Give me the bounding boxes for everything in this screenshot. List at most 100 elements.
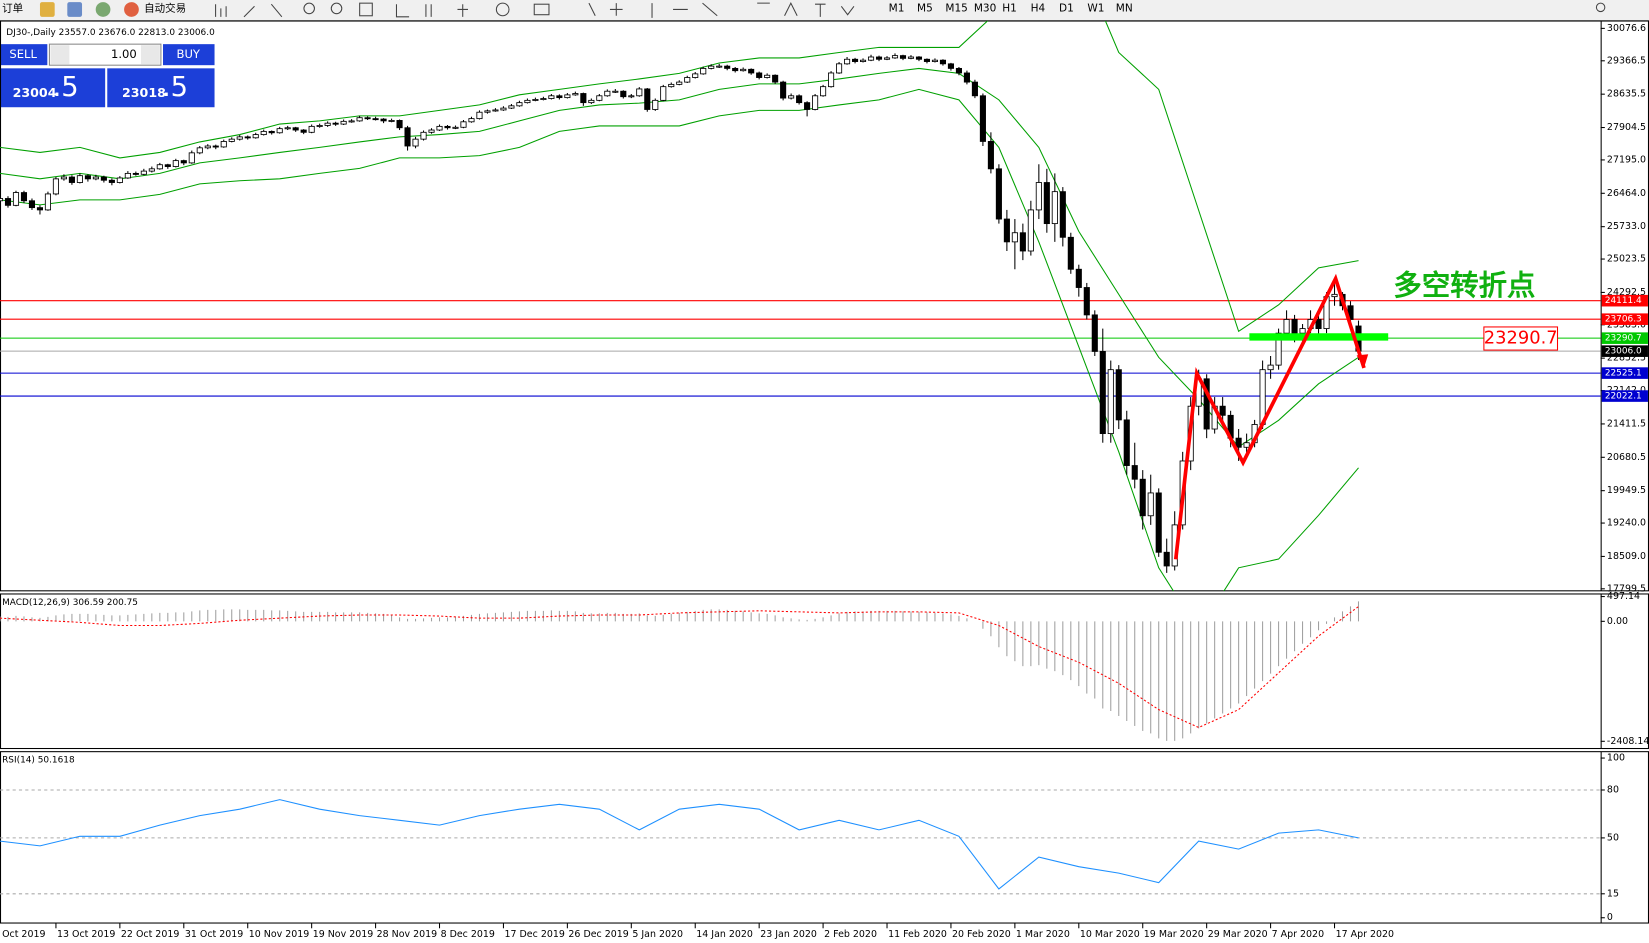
candle-body (1003, 218, 1010, 243)
candle-body (1115, 369, 1122, 421)
candle-body (172, 160, 179, 167)
candle-body (676, 81, 683, 85)
candle-body (1091, 314, 1098, 352)
zoom-in[interactable] (303, 2, 315, 15)
level-label: 22022.1 (1605, 392, 1642, 402)
x-tick-label: 19 Nov 2019 (313, 929, 374, 940)
icon[interactable] (39, 2, 55, 17)
timeframe-button[interactable]: W1 (1087, 2, 1104, 14)
x-tick-label: 13 Oct 2019 (57, 929, 115, 940)
tile[interactable] (359, 2, 373, 17)
level-label: 24111.4 (1605, 296, 1642, 306)
candle-body (899, 55, 907, 59)
y-tick-label: 17799.5 (1607, 583, 1646, 594)
level-label-box (1601, 390, 1648, 402)
lot-box[interactable] (48, 43, 162, 66)
candle-body (100, 176, 107, 181)
candle-body (60, 176, 67, 180)
lot-value[interactable]: 1.00 (111, 47, 137, 61)
icon[interactable] (67, 2, 83, 17)
candle-body (316, 125, 323, 127)
timeframe-button[interactable]: D1 (1059, 2, 1074, 14)
ask-box[interactable] (107, 68, 215, 108)
timeframe-button[interactable]: MN (1116, 2, 1133, 14)
candle-body (476, 111, 483, 120)
bid-box[interactable] (0, 68, 106, 108)
auto-trading-icon[interactable] (124, 2, 139, 17)
candle-body (1107, 369, 1114, 435)
candle-body (716, 65, 723, 68)
candle-body (468, 118, 475, 123)
candle-body (372, 118, 379, 121)
buy-label[interactable]: BUY (177, 47, 201, 61)
x-tick-label: 22 Oct 2019 (121, 929, 179, 940)
timeframe-button[interactable]: M5 (917, 2, 933, 14)
lot-up[interactable] (140, 45, 160, 65)
candle-body (348, 120, 355, 123)
candle-body (859, 59, 867, 62)
candle-body (852, 58, 859, 62)
y-tick-label: 18509.0 (1607, 551, 1646, 562)
candle-body (1139, 478, 1146, 517)
panel-title: RSI(14) 50.1618 (2, 756, 75, 766)
candle-body (500, 107, 507, 111)
candle-body (1203, 378, 1210, 430)
candle-body (212, 145, 219, 148)
candle-body (995, 168, 1002, 220)
candle-body (1267, 364, 1274, 371)
x-tick-label: 10 Nov 2019 (249, 929, 310, 940)
zoom-out[interactable] (330, 2, 343, 15)
candle-body (660, 86, 667, 101)
candle-body (1291, 319, 1298, 334)
timeframe-button[interactable]: H4 (1031, 2, 1046, 14)
icon[interactable] (395, 1, 855, 18)
timeframe-button[interactable]: H1 (1002, 2, 1017, 14)
candle-body (971, 81, 978, 97)
y-tick-label: 19240.0 (1607, 518, 1646, 529)
candle-body (883, 57, 891, 60)
icon[interactable] (495, 2, 510, 17)
x-tick-label: 19 Mar 2020 (1144, 929, 1204, 940)
tool-icons (215, 1, 1606, 18)
candle-body (244, 136, 251, 139)
icon[interactable] (215, 3, 283, 18)
candle-body (44, 193, 51, 211)
candle-body (412, 138, 419, 147)
candle-body (332, 122, 339, 125)
candle-body (756, 72, 763, 78)
candle-body (1123, 419, 1130, 466)
y-tick-label: 80 (1607, 784, 1619, 795)
buy-button[interactable] (163, 44, 215, 66)
sell-label[interactable]: SELL (9, 47, 37, 61)
annotation-box (1483, 326, 1559, 351)
sell-button[interactable] (0, 44, 48, 66)
search[interactable] (1595, 2, 1606, 13)
candle-body (604, 90, 611, 97)
trade-panel: SELL 1.00 BUY 23004 .5 23018 .5 (0, 43, 215, 108)
candle-body (764, 74, 771, 78)
icon[interactable] (95, 2, 111, 17)
timeframe-button[interactable]: M15 (945, 2, 967, 14)
new-order-button[interactable]: 订单 (2, 2, 23, 14)
candle-body (1315, 319, 1322, 330)
candle-body (1067, 236, 1074, 270)
candle-body (484, 110, 491, 113)
bid-price: 23004 (13, 85, 57, 100)
y-tick-label: 0 (1607, 912, 1613, 923)
rsi-line (0, 799, 1359, 890)
candle-body (92, 176, 99, 180)
candle-body (1011, 232, 1018, 243)
timeframe-button[interactable]: M1 (889, 2, 905, 14)
icon[interactable] (533, 3, 550, 16)
y-tick-label: 24292.5 (1607, 287, 1646, 298)
timeframe-button[interactable]: M30 (974, 2, 996, 14)
auto-trading-button[interactable]: 自动交易 (144, 1, 186, 14)
lot-down[interactable] (50, 45, 70, 65)
y-tick-label: 27195.0 (1607, 154, 1646, 165)
panel-frame (0, 20, 1649, 592)
candle-body (396, 120, 403, 129)
candle-body (740, 68, 747, 72)
x-tick-label: 5 Jan 2020 (632, 929, 683, 940)
y-tick-label: 25023.5 (1607, 254, 1646, 265)
panel-frame (0, 593, 1649, 750)
